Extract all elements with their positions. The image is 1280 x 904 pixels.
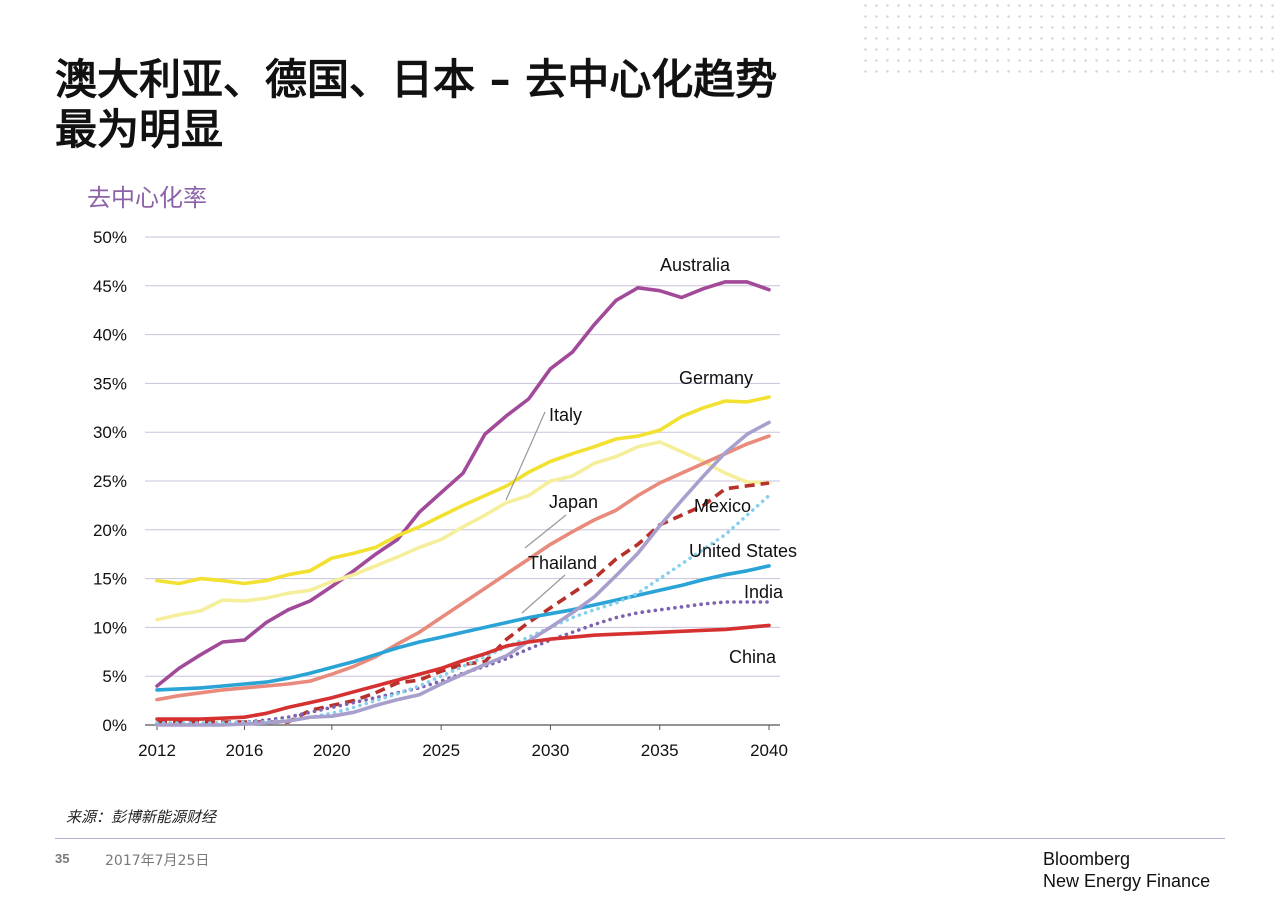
x-tick-label: 2012 (138, 741, 176, 760)
series-label-australia: Australia (660, 255, 731, 275)
y-tick-label: 20% (93, 521, 127, 540)
label-leader-japan (524, 514, 567, 549)
y-tick-label: 45% (93, 277, 127, 296)
dot-pattern-decoration (860, 0, 1280, 80)
series-line-australia (155, 280, 771, 688)
footer-divider (55, 838, 1225, 839)
y-tick-label: 10% (93, 618, 127, 637)
series-line-8 (155, 420, 771, 727)
series-label-italy: Italy (549, 405, 582, 425)
series-line-united-states (155, 564, 771, 692)
x-tick-label: 2020 (313, 741, 351, 760)
y-tick-label: 50% (93, 228, 127, 247)
brand-logo: Bloomberg New Energy Finance (1043, 848, 1210, 892)
source-note: 来源：彭博新能源财经 (66, 808, 217, 826)
label-leader-italy (505, 411, 546, 501)
slide-title-line-2: 最为明显 (55, 105, 224, 154)
footer-date: 2017年7月25日 (105, 853, 210, 869)
y-tick-label: 40% (93, 326, 127, 345)
series-label-united-states: United States (689, 541, 797, 561)
y-tick-label: 30% (93, 423, 127, 442)
y-tick-label: 5% (102, 667, 127, 686)
x-tick-label: 2016 (226, 741, 264, 760)
series-line-germany (155, 395, 771, 586)
page-number: 35 (55, 851, 70, 866)
axis-layer: 0% 5% 10% 15% 20% 25% 30% 35% 40% 45% 50% 2012 2016 2… (93, 228, 788, 760)
x-tick-label: 2025 (422, 741, 460, 760)
slide-title: 澳大利亚、德国、日本 – 去中心化趋势 最为明显 (55, 55, 855, 155)
y-tick-label: 0% (102, 716, 127, 735)
series-layer (155, 280, 771, 727)
label-leader-thailand (521, 574, 566, 614)
x-tick-label: 2035 (641, 741, 679, 760)
label-layer: Australia Germany Italy Japan Mexico Thailand… (505, 255, 797, 667)
series-label-india: India (744, 582, 784, 602)
brand-line-2: New Energy Finance (1043, 871, 1211, 891)
y-tick-label: 15% (93, 570, 127, 589)
series-label-mexico: Mexico (694, 496, 751, 516)
series-label-thailand: Thailand (528, 553, 597, 573)
x-tick-label: 2040 (750, 741, 788, 760)
series-line-thailand (155, 493, 771, 725)
y-tick-label: 35% (93, 374, 127, 393)
y-tick-label: 25% (93, 472, 127, 491)
series-line-japan (155, 434, 771, 702)
brand-line-1: Bloomberg (1043, 849, 1131, 869)
x-tick-label: 2030 (532, 741, 570, 760)
series-label-japan: Japan (549, 492, 598, 512)
series-label-china: China (729, 647, 777, 667)
series-label-germany: Germany (679, 368, 753, 388)
series-line-china (155, 623, 771, 721)
chart-title: 去中心化率 (87, 184, 207, 212)
grid-layer (145, 236, 780, 726)
series-line-italy (155, 440, 771, 622)
slide-title-line-1: 澳大利亚、德国、日本 – 去中心化趋势 (55, 55, 778, 104)
